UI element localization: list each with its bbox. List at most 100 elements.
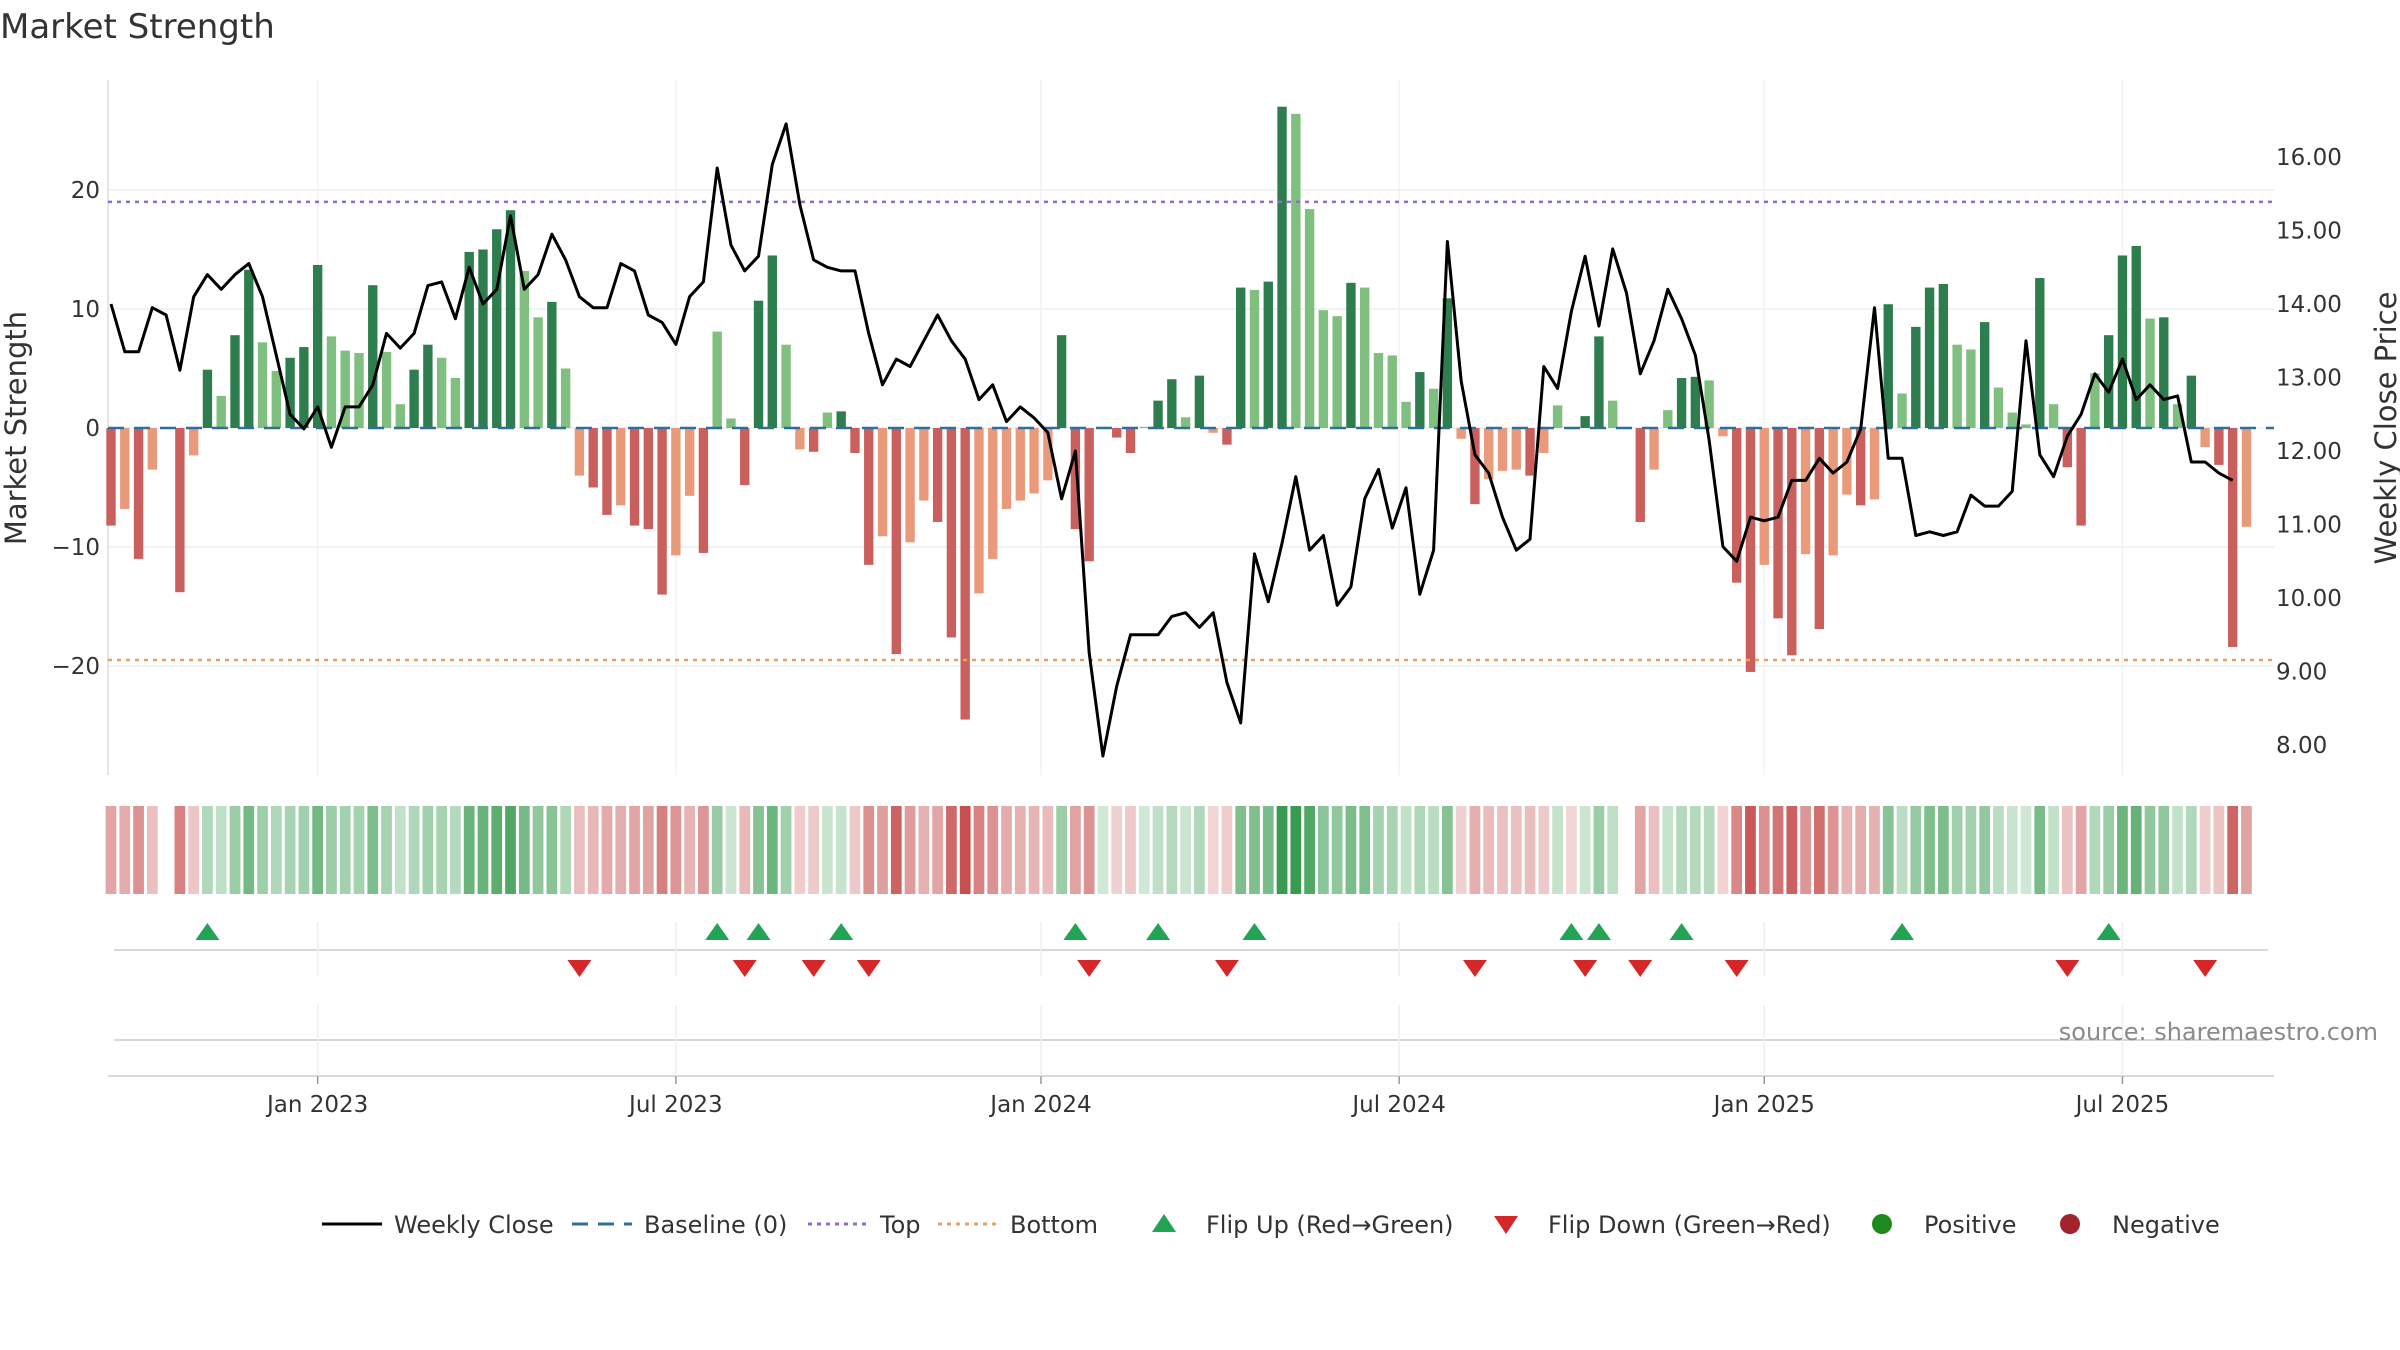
heat-cell [202, 806, 213, 894]
strength-bar [1732, 428, 1742, 583]
strength-bar [1401, 401, 1411, 428]
strength-bar [767, 255, 777, 428]
strength-bar [1304, 209, 1315, 428]
heat-cell [174, 806, 186, 894]
heat-cell [1607, 806, 1619, 894]
strength-bar [2214, 428, 2224, 465]
right-axis-ticks: 16.00 15.00 14.00 13.00 12.00 11.00 10.00 9.00 8… [2276, 145, 2342, 759]
heat-cell [794, 806, 806, 894]
legend-item: Bottom [938, 1211, 1098, 1239]
flip-up-marker [195, 923, 220, 940]
flip-down-marker [1628, 960, 1653, 977]
heat-cell [1304, 806, 1315, 894]
heat-cell [2227, 806, 2239, 894]
legend: Weekly Close Baseline (0) Top Bottom Flip Up… [322, 1211, 2220, 1239]
strength-bar [698, 428, 709, 553]
heat-cell [629, 806, 640, 894]
heat-cell [1662, 806, 1674, 894]
heat-cell [1565, 806, 1577, 894]
weekly-close-series [109, 122, 2234, 758]
heat-cell [339, 806, 351, 894]
strength-bar [574, 428, 585, 476]
heat-cell [2117, 806, 2128, 894]
heat-cell [422, 806, 434, 894]
heat-cell [2199, 806, 2211, 894]
heat-cell [1400, 806, 1412, 894]
x-axis-ticks: Jan 2023 Jul 2023 Jan 2024 Jul 2024 Jan 2025… [265, 1076, 2169, 1118]
strength-bar [2117, 255, 2128, 428]
strength-bar [932, 428, 943, 523]
strength-bar [175, 428, 185, 593]
heat-cell [987, 806, 999, 894]
heat-cell [560, 806, 572, 894]
heat-cell [1221, 806, 1233, 894]
strength-bar [381, 351, 392, 428]
strength-bar [1442, 298, 1453, 428]
strength-bar [1938, 284, 1949, 428]
x-tick-label: Jan 2024 [988, 1092, 1091, 1118]
heat-cell [1841, 806, 1853, 894]
heat-cell [1910, 806, 1922, 894]
heat-cell [298, 806, 310, 894]
strength-bar [547, 301, 557, 428]
heat-cell [436, 806, 448, 894]
heat-cell [2061, 806, 2073, 894]
heat-cell [408, 806, 420, 894]
strength-bar [1635, 428, 1645, 523]
heat-cell [257, 806, 268, 894]
heat-cell [1979, 806, 1991, 894]
heat-cell [1579, 806, 1591, 894]
heat-cell [1786, 806, 1798, 894]
heat-cell [2006, 806, 2018, 894]
heat-cell [1014, 806, 1026, 894]
heat-cell [2089, 806, 2101, 894]
strength-bar [120, 428, 130, 509]
strength-bar [1125, 428, 1136, 453]
strength-bar [492, 229, 502, 428]
strength-bar [1277, 106, 1287, 428]
strength-bar [2131, 245, 2141, 428]
strength-bar [616, 428, 626, 506]
flip-down-marker [2055, 960, 2080, 977]
heat-cell [532, 806, 544, 894]
strength-bar [2048, 404, 2059, 428]
heat-cell [656, 806, 668, 894]
heat-cell [518, 806, 530, 894]
strength-bar [1814, 428, 1825, 630]
strength-bar [1360, 287, 1370, 428]
heat-cell [918, 806, 930, 894]
heat-cell [463, 806, 475, 894]
heat-cell [243, 806, 255, 894]
strength-bar [244, 269, 254, 428]
heat-cell [1497, 806, 1508, 894]
heat-cell [119, 806, 131, 894]
strength-bar [299, 347, 309, 428]
strength-bar [1952, 344, 1962, 428]
strength-bar [988, 428, 998, 559]
heat-cell [1373, 806, 1384, 894]
heat-cell [1827, 806, 1839, 894]
strength-bar [1428, 388, 1439, 428]
strength-bar [1869, 428, 1880, 500]
heat-cell [725, 806, 737, 894]
strength-bar [450, 378, 461, 428]
strength-bar [712, 331, 722, 428]
x-tick-label: Jan 2023 [265, 1092, 368, 1118]
chart-title: Market Strength [0, 7, 275, 47]
heat-cell [587, 806, 599, 894]
strength-bar [2200, 428, 2210, 448]
strength-bar [285, 357, 295, 428]
legend-item: Flip Up (Red→Green) [1152, 1211, 1454, 1239]
strength-bar [2062, 428, 2073, 468]
left-axis-ticks: 20 10 0 −10 −20 [51, 178, 100, 680]
heat-cell [1166, 806, 1178, 894]
left-axis-title: Market Strength [0, 311, 33, 545]
strength-bar [1387, 355, 1397, 428]
strength-bar [781, 344, 791, 428]
heat-cell [1745, 806, 1756, 894]
heat-cell [394, 806, 406, 894]
strength-bar [850, 428, 860, 453]
flip-up-marker [1890, 923, 1915, 940]
strength-bar [1552, 405, 1563, 428]
heat-cell [1028, 806, 1040, 894]
